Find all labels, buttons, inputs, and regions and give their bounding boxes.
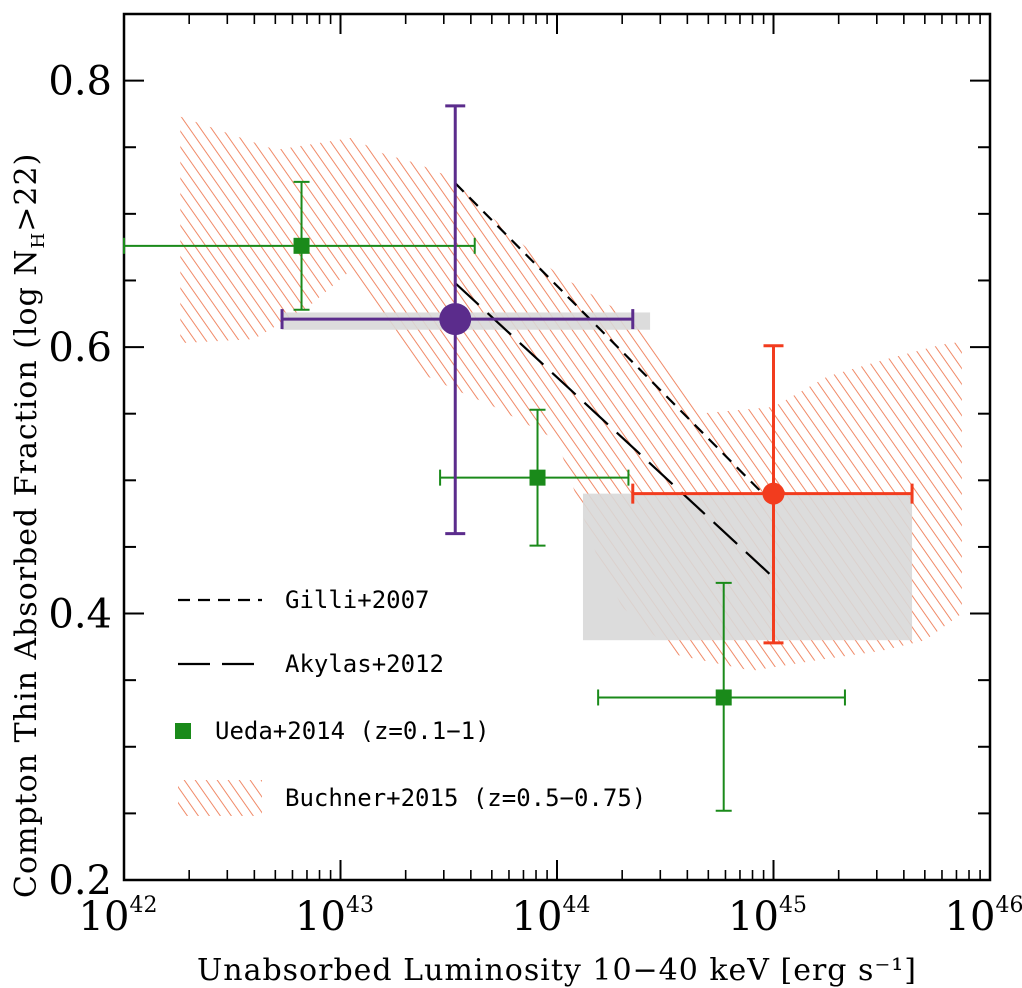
x-tick-exp: 42 [129, 893, 157, 918]
y-tick-label: 0.6 [48, 325, 112, 371]
y-axis-label-part: (log N [9, 248, 44, 348]
x-tick-base: 10 [79, 894, 130, 940]
y-tick-label: 0.2 [48, 858, 112, 904]
legend-ueda-swatch [175, 723, 191, 739]
y-axis-label-part: Compton Thin Absorbed Fraction [9, 349, 44, 898]
axis-labels: 1042 1043 1044 1045 10460.20.40.60.8Unabsorb… [9, 59, 1022, 988]
x-tick-base: 10 [295, 894, 346, 940]
x-tick-base: 10 [728, 894, 779, 940]
plot-area [180, 116, 962, 671]
data-marks [123, 104, 914, 812]
x-tick-exp: 46 [995, 893, 1022, 918]
x-tick-label: 1045 [728, 893, 807, 940]
purple-point [280, 104, 635, 536]
legend-label-akylas: Akylas+2012 [285, 650, 444, 678]
legend: Gilli+2007 Akylas+2012 Ueda+2014 (z=0.1−1)… [175, 586, 646, 816]
akylas-line [454, 282, 775, 579]
y-tick-label: 0.4 [48, 592, 112, 638]
ueda-point-1 [123, 180, 476, 311]
x-tick-exp: 43 [346, 893, 374, 918]
ueda-marker [715, 689, 732, 706]
ueda-point-2 [439, 408, 630, 547]
x-axis-label: Unabsorbed Luminosity 10−40 keV [erg s⁻¹… [197, 953, 917, 988]
y-axis-label-part: H [28, 232, 49, 249]
y-axis-label: Compton Thin Absorbed Fraction (log NH>2… [9, 153, 49, 898]
y-tick-label: 0.8 [48, 59, 112, 105]
x-tick-exp: 44 [562, 893, 590, 918]
red-point [631, 344, 914, 645]
legend-label-ueda: Ueda+2014 (z=0.1−1) [215, 717, 490, 745]
axes-frame [122, 12, 992, 882]
gilli-line [454, 182, 775, 506]
x-tick-label: 1044 [512, 893, 591, 940]
x-tick-label: 1042 [79, 893, 158, 940]
legend-label-buchner: Buchner+2015 (z=0.5−0.75) [285, 784, 646, 812]
purple-marker [439, 303, 472, 336]
x-tick-base: 10 [945, 894, 996, 940]
x-tick-exp: 45 [779, 893, 807, 918]
y-axis-label-part: >22) [9, 153, 44, 232]
x-tick-label: 1046 [945, 893, 1022, 940]
red-marker [762, 482, 785, 505]
x-tick-base: 10 [512, 894, 563, 940]
grey-box-2 [582, 493, 913, 641]
ueda-marker [293, 237, 310, 254]
legend-buchner-swatch [178, 780, 262, 816]
x-tick-label: 1043 [295, 893, 374, 940]
legend-label-gilli: Gilli+2007 [285, 586, 430, 614]
ueda-marker [529, 469, 546, 486]
ueda-point-3 [597, 581, 846, 812]
